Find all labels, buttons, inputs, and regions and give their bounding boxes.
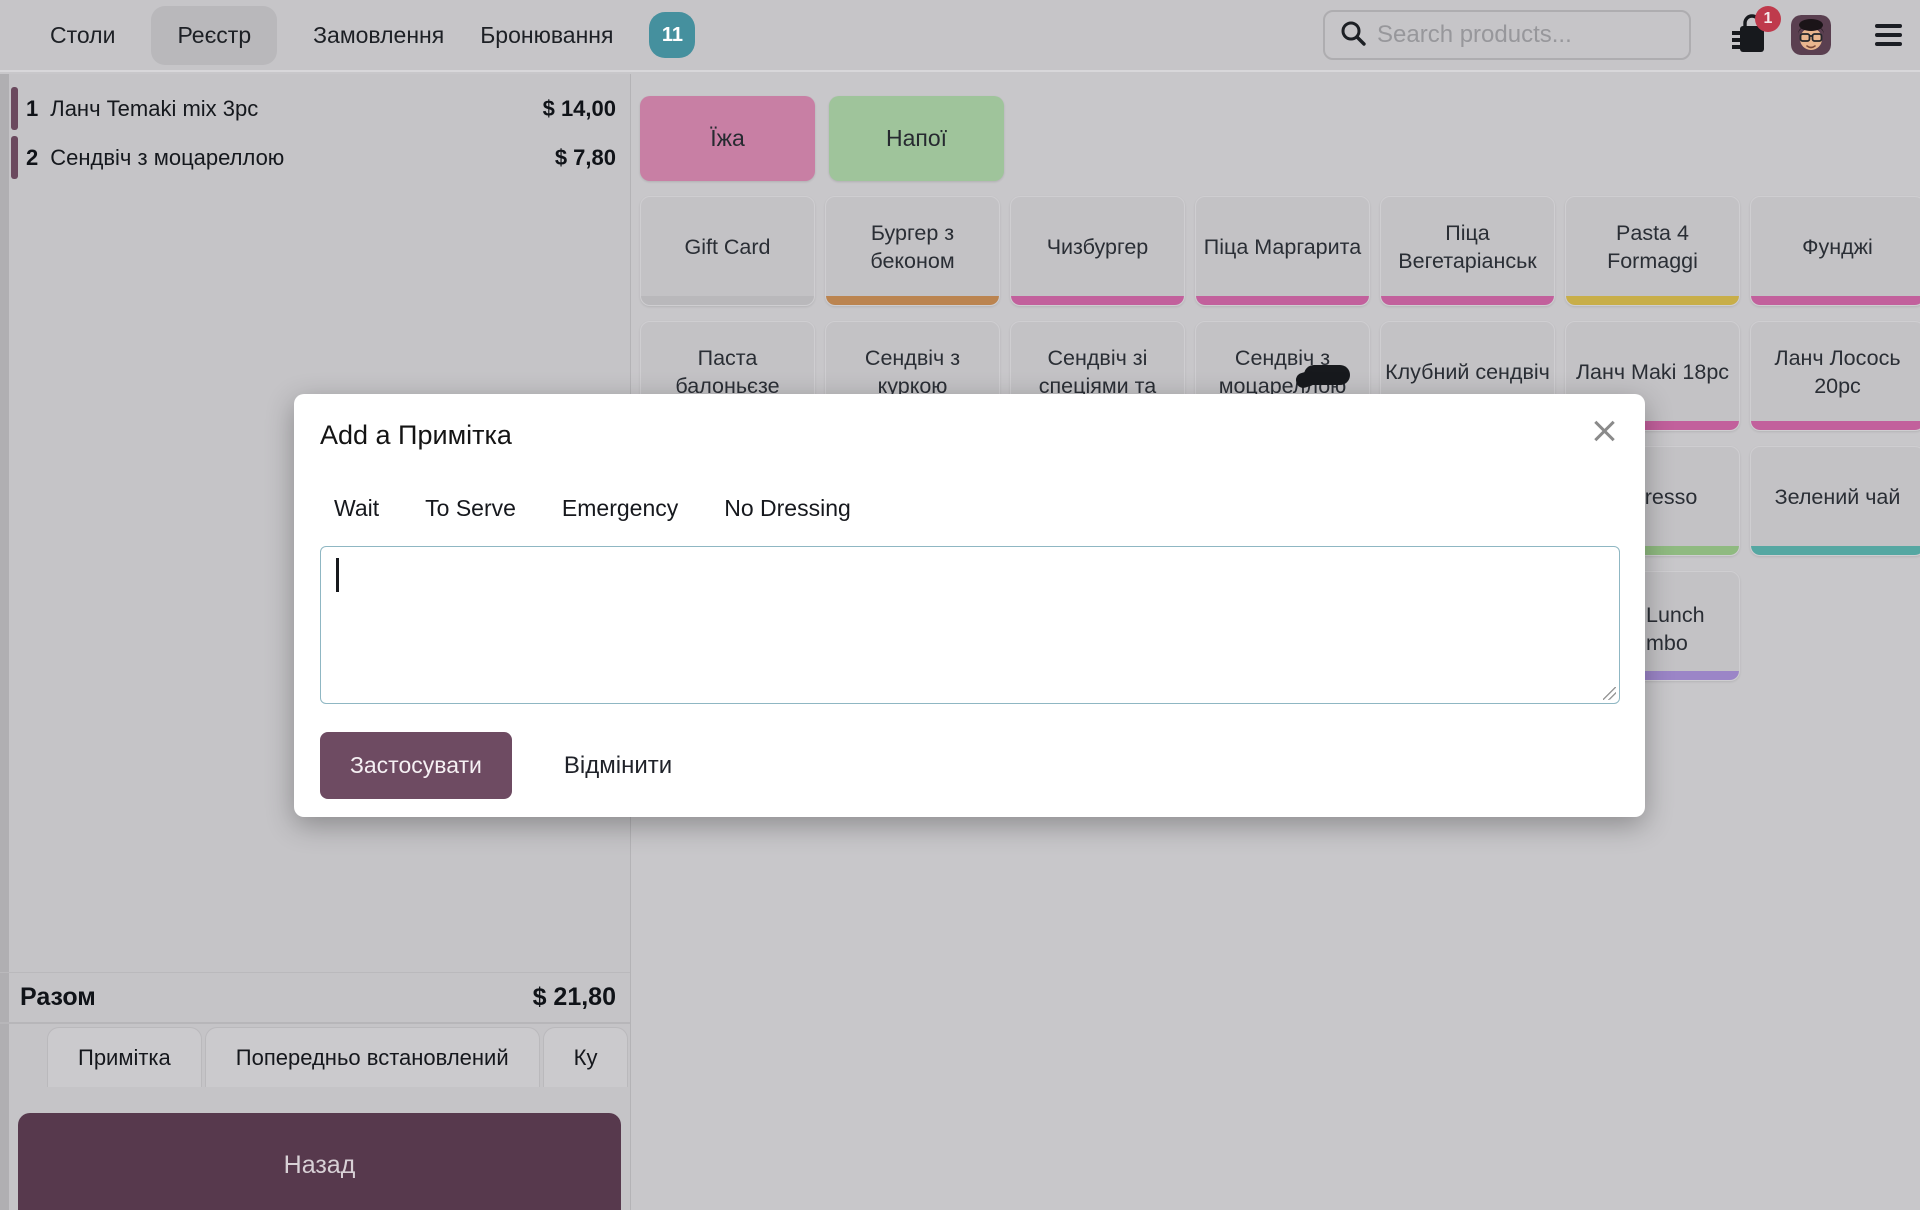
product-area: Їжа Напої Gift Card Бургер з беконом Чиз… xyxy=(632,74,1920,1210)
preset-button[interactable]: Попередньо встановлений xyxy=(204,1027,540,1087)
apply-button[interactable]: Застосувати xyxy=(320,732,512,799)
close-icon[interactable] xyxy=(1589,416,1619,446)
order-line-qty: 2 xyxy=(26,144,39,170)
product-card[interactable]: Gift Card xyxy=(640,196,815,306)
product-color-strip xyxy=(1566,671,1739,680)
product-color-strip xyxy=(1566,296,1739,305)
top-navbar: Столи Реєстр Замовлення Бронювання 11 xyxy=(0,0,1920,72)
dialog-title: Add a Примітка xyxy=(320,420,512,450)
coupon-button[interactable]: Ку xyxy=(542,1027,629,1087)
search-input[interactable] xyxy=(1377,21,1667,49)
note-textarea[interactable] xyxy=(321,547,1619,703)
order-line-price: $ 7,80 xyxy=(554,144,616,170)
dialog-footer: Застосувати Відмінити xyxy=(320,732,1619,799)
discard-button[interactable]: Відмінити xyxy=(563,751,673,779)
note-button[interactable]: Примітка xyxy=(47,1027,202,1087)
search-box[interactable] xyxy=(1323,10,1691,60)
order-line-marker xyxy=(11,136,18,179)
cart-count-badge: 1 xyxy=(1755,6,1781,32)
product-label: mbo xyxy=(1646,630,1688,655)
product-card[interactable]: Ланч Лосось 20pc xyxy=(1750,321,1920,431)
product-label: Pasta 4 Formaggi xyxy=(1607,221,1698,273)
order-controls: Примітка Попередньо встановлений Ку xyxy=(0,1022,630,1087)
mouse-cursor xyxy=(1294,363,1354,390)
product-label: Клубний сендвіч xyxy=(1385,360,1550,385)
category-row: Їжа Напої xyxy=(640,96,1920,181)
quick-note-wait[interactable]: Wait xyxy=(334,495,380,521)
quick-note-to-serve[interactable]: To Serve xyxy=(425,495,516,521)
product-label: Бургер з беконом xyxy=(870,221,955,273)
product-color-strip xyxy=(1566,421,1739,430)
product-color-strip xyxy=(641,296,814,305)
note-textarea-wrap xyxy=(320,546,1620,704)
tab-orders[interactable]: Замовлення xyxy=(313,21,445,48)
resize-handle-icon[interactable] xyxy=(1603,687,1616,700)
shopping-bag-icon xyxy=(1729,14,1775,64)
order-line-price: $ 14,00 xyxy=(542,95,616,121)
product-label: Ланч Лосось 20pc xyxy=(1774,346,1901,398)
order-list-scrollbar[interactable] xyxy=(0,74,9,1210)
avatar[interactable] xyxy=(1791,15,1831,55)
product-label: Паста балоньєзе xyxy=(675,346,780,398)
product-card[interactable]: Pasta 4 Formaggi xyxy=(1565,196,1740,306)
orders-cart-button[interactable]: 1 xyxy=(1729,6,1781,60)
navbar-actions: 1 xyxy=(1323,6,1902,60)
product-label: Піца Маргарита xyxy=(1203,235,1362,260)
quick-note-emergency[interactable]: Emergency xyxy=(561,495,679,521)
product-color-strip xyxy=(1751,546,1920,555)
product-label: Lunch xyxy=(1646,603,1705,627)
product-color-strip xyxy=(826,296,999,305)
order-lines: 1 Ланч Temaki mix 3pc $ 14,00 2 Сендвіч … xyxy=(0,74,630,182)
total-amount: $ 21,80 xyxy=(532,983,616,1011)
product-card[interactable]: Фунджі xyxy=(1750,196,1920,306)
add-note-dialog: Add a Примітка Wait To Serve Emergency N… xyxy=(294,394,1645,817)
tab-register[interactable]: Реєстр xyxy=(151,5,278,65)
product-color-strip xyxy=(1011,296,1184,305)
reservations-count-badge[interactable]: 11 xyxy=(649,12,696,58)
text-caret xyxy=(336,558,339,592)
product-card[interactable]: Зелений чай xyxy=(1750,446,1920,556)
order-line-name: Сендвіч з моцареллою xyxy=(50,144,285,170)
product-label: Gift Card xyxy=(684,235,771,260)
order-total-row: Разом $ 21,80 xyxy=(0,972,630,1022)
tab-tables[interactable]: Столи xyxy=(50,21,116,48)
product-label: Чизбургер xyxy=(1046,235,1149,260)
navbar-tabs: Столи Реєстр Замовлення Бронювання 11 xyxy=(50,0,696,70)
back-button[interactable]: Назад xyxy=(18,1113,621,1210)
product-card[interactable]: Бургер з беконом xyxy=(825,196,1000,306)
product-card[interactable]: Піца Маргарита xyxy=(1195,196,1370,306)
search-icon xyxy=(1339,19,1367,52)
product-label: Зелений чай xyxy=(1774,485,1901,510)
product-color-strip xyxy=(1566,546,1739,555)
order-line[interactable]: 1 Ланч Temaki mix 3pc $ 14,00 xyxy=(0,84,630,133)
product-label: Піца Вегетаріанськ xyxy=(1398,221,1537,273)
product-card[interactable]: Ланч Maki 18pc xyxy=(1565,321,1740,431)
order-line-name: Ланч Temaki mix 3pc xyxy=(50,95,259,121)
product-label: Сендвіч з куркою xyxy=(864,346,961,398)
quick-note-buttons: Wait To Serve Emergency No Dressing xyxy=(334,495,1619,522)
category-drinks[interactable]: Напої xyxy=(829,96,1004,181)
product-color-strip xyxy=(1381,296,1554,305)
hamburger-menu-icon[interactable] xyxy=(1875,24,1902,46)
product-label: Фунджі xyxy=(1802,235,1873,260)
product-card[interactable]: Піца Вегетаріанськ xyxy=(1380,196,1555,306)
product-label: Ланч Maki 18pc xyxy=(1575,360,1730,385)
product-card[interactable]: Чизбургер xyxy=(1010,196,1185,306)
quick-note-no-dressing[interactable]: No Dressing xyxy=(724,495,851,521)
order-line-marker xyxy=(11,87,18,130)
product-color-strip xyxy=(1751,296,1920,305)
total-label: Разом xyxy=(20,983,96,1011)
tab-reservations[interactable]: Бронювання xyxy=(480,21,614,48)
category-food[interactable]: Їжа xyxy=(640,96,815,181)
product-color-strip xyxy=(1196,296,1369,305)
product-color-strip xyxy=(1751,421,1920,430)
order-line-qty: 1 xyxy=(26,95,39,121)
product-label: Сендвіч зі спеціями та xyxy=(1038,346,1157,398)
order-line[interactable]: 2 Сендвіч з моцареллою $ 7,80 xyxy=(0,133,630,182)
